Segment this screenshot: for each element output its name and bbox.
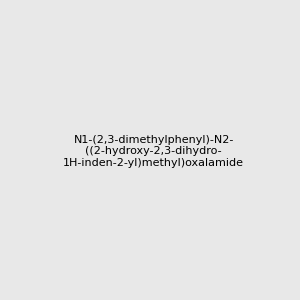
Text: N1-(2,3-dimethylphenyl)-N2-
((2-hydroxy-2,3-dihydro-
1H-inden-2-yl)methyl)oxalam: N1-(2,3-dimethylphenyl)-N2- ((2-hydroxy-… <box>63 135 244 168</box>
